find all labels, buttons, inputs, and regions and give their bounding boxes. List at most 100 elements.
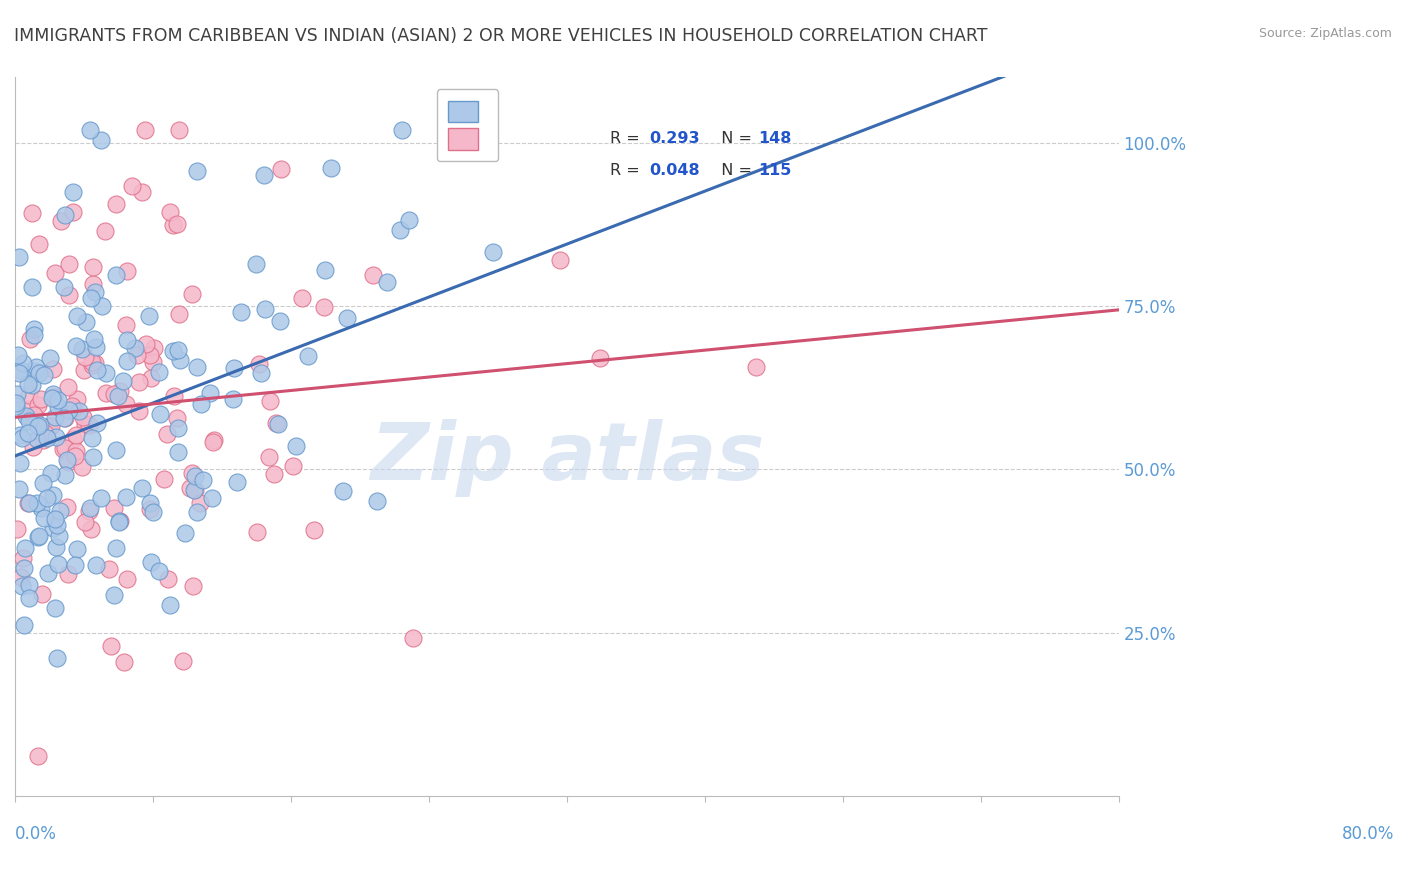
Point [55, 500, 77, 514]
Point [148, 564, 170, 578]
Point [53, 411, 76, 425]
Point [291, 292, 314, 306]
Point [105, 197, 128, 211]
Text: Source: ZipAtlas.com: Source: ZipAtlas.com [1258, 27, 1392, 40]
Point [72, 410, 94, 425]
Point [375, 275, 398, 289]
Point [169, 122, 191, 136]
Point [18, 414, 41, 428]
Text: 148: 148 [758, 131, 792, 146]
Point [20, 332, 42, 346]
Point [263, 467, 285, 481]
Point [104, 443, 127, 458]
Point [80, 291, 103, 305]
Point [31, 433, 53, 447]
Point [53, 441, 76, 455]
Point [139, 371, 162, 385]
Point [312, 300, 335, 314]
Point [30, 392, 52, 406]
Point [35, 431, 58, 445]
Point [31, 476, 53, 491]
Point [224, 360, 246, 375]
Point [141, 355, 163, 369]
Point [62, 401, 84, 416]
Point [42, 520, 65, 534]
Legend: , : , [437, 89, 498, 161]
Point [52, 279, 75, 293]
Point [82, 260, 104, 275]
Point [402, 632, 425, 646]
Point [153, 472, 176, 486]
Point [183, 469, 205, 483]
Point [48, 400, 70, 414]
Point [139, 502, 162, 516]
Point [114, 397, 136, 411]
Text: 115: 115 [758, 163, 792, 178]
Point [27, 749, 49, 764]
Point [128, 375, 150, 389]
Point [62, 432, 84, 446]
Point [17, 376, 39, 391]
Point [13, 550, 35, 565]
Point [188, 496, 211, 510]
Point [18, 388, 41, 402]
Point [7, 482, 30, 496]
Point [252, 169, 274, 183]
Point [264, 416, 287, 430]
Point [44, 601, 66, 615]
Point [80, 522, 103, 536]
Point [39, 419, 62, 434]
Point [25, 432, 48, 446]
Point [166, 218, 188, 232]
Point [17, 577, 39, 591]
Point [75, 315, 97, 329]
Point [191, 473, 214, 487]
Point [45, 518, 67, 533]
Point [201, 491, 224, 506]
Text: R =: R = [610, 163, 645, 178]
Point [548, 252, 571, 267]
Point [104, 541, 127, 556]
Point [18, 591, 41, 606]
Point [135, 337, 157, 351]
Point [32, 510, 55, 524]
Point [103, 387, 125, 401]
Point [22, 322, 45, 336]
Point [259, 450, 281, 464]
Point [112, 655, 135, 669]
Point [366, 494, 388, 508]
Point [250, 366, 273, 380]
Point [27, 399, 49, 413]
Point [27, 530, 49, 544]
Point [80, 358, 103, 372]
Point [70, 342, 93, 356]
Point [56, 567, 79, 582]
Point [142, 341, 165, 355]
Point [180, 286, 202, 301]
Point [58, 402, 80, 417]
Point [121, 179, 143, 194]
Point [7, 251, 30, 265]
Point [44, 512, 66, 526]
Point [269, 314, 291, 328]
Point [58, 257, 80, 271]
Text: 0.0%: 0.0% [15, 824, 56, 843]
Point [231, 304, 253, 318]
Point [20, 280, 42, 294]
Point [131, 481, 153, 495]
Point [259, 393, 281, 408]
Point [186, 163, 208, 178]
Text: 80.0%: 80.0% [1343, 824, 1395, 843]
Point [198, 385, 221, 400]
Point [13, 618, 35, 632]
Point [65, 427, 87, 442]
Point [159, 205, 181, 219]
Point [125, 348, 148, 362]
Point [27, 419, 49, 434]
Point [166, 444, 188, 458]
Point [56, 453, 79, 467]
Point [83, 285, 105, 300]
Point [21, 206, 44, 220]
Point [79, 501, 101, 516]
Point [90, 133, 112, 147]
